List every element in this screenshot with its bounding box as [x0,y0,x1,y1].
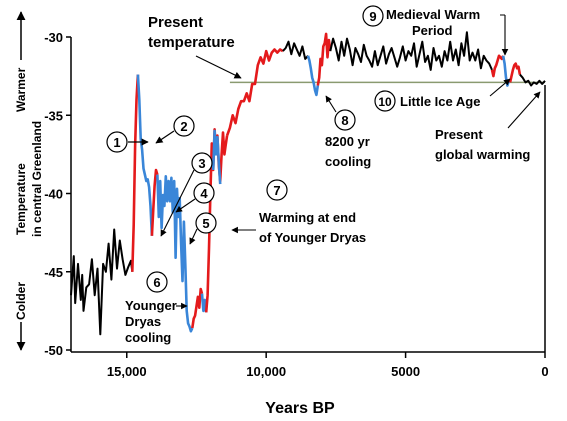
x-axis-label: Years BP [265,400,335,417]
annotation-10: 10 [374,90,396,112]
y-label-greenland: in central Greenland [30,121,44,237]
present-gw-label-1: Present [435,127,483,142]
series-cooling-segment [306,55,320,97]
svg-text:1: 1 [113,135,120,150]
series-cooling-segment [501,55,512,87]
series-warming-segment [490,54,505,78]
y-axis-ticks: -30 -35 -40 -45 -50 [44,30,71,358]
series-cooling-segment [211,129,222,185]
svg-text:2: 2 [180,119,187,134]
y-tick-label: -50 [44,343,63,358]
annotation-1: 1 [106,131,128,153]
svg-text:8: 8 [341,113,348,128]
svg-text:9: 9 [369,9,376,24]
x-tick-label: 15,000 [107,364,147,379]
annotation-7: 7 [266,179,288,201]
y-tick-label: -45 [44,265,63,280]
annotation-4: 4 [193,182,215,204]
series-warming-segment [131,74,140,272]
warming-end-label-1: Warming at end [259,210,356,225]
x-tick-label: 0 [541,364,548,379]
medieval-label-1: Medieval Warm [386,7,480,22]
series-cooling-segment [136,74,154,236]
younger-dryas-label-1: Younger [125,298,177,313]
warmer-label: Warmer [14,67,28,112]
svg-text:7: 7 [273,183,280,198]
cooling-8200-label-2: cooling [325,154,371,169]
series-warming-segment [316,32,332,86]
y-label-temperature: Temperature [14,163,28,235]
warming-end-label-2: of Younger Dryas [259,230,366,245]
series-warming-segment [191,287,204,329]
present-temperature-arrow-icon [195,55,242,79]
svg-text:4: 4 [200,186,208,201]
temperature-series [70,31,546,336]
annotation-2: 2 [173,115,195,137]
little-ice-age-arrow-icon [489,78,511,97]
present-temperature-label-2: temperature [148,34,235,51]
annotation-8: 8 [334,109,356,131]
svg-text:6: 6 [153,275,160,290]
x-tick-label: 5000 [391,364,420,379]
present-gw-arrow-icon [507,91,541,129]
annotation-3-arrow-icon [160,169,195,237]
series-neutral-segment [329,31,493,71]
annotation-4-arrow-icon [175,198,196,213]
present-gw-label-2: global warming [435,147,530,162]
annotation-6: 6 [146,271,168,293]
svg-text:3: 3 [198,156,205,171]
y-tick-label: -40 [44,187,63,202]
annotation-5-arrow-icon [189,228,198,245]
cooling-8200-label-1: 8200 yr [325,134,370,149]
series-neutral-segment [519,73,546,87]
annotation-9: 9 [362,5,384,27]
y-tick-label: -30 [44,30,63,45]
series-warming-segment [225,48,284,137]
series-neutral-segment [70,228,134,336]
younger-dryas-label-2: Dryas [125,314,161,329]
colder-label: Colder [14,282,28,320]
y-tick-label: -35 [44,108,63,123]
present-temperature-label-1: Present [148,14,203,31]
svg-text:5: 5 [202,216,209,231]
annotation-8-arrow-icon [325,95,337,113]
x-axis-ticks: 15,000 10,000 5000 0 [107,352,549,379]
x-tick-label: 10,000 [246,364,286,379]
series-warming-segment [150,168,159,236]
svg-text:10: 10 [378,95,392,109]
series-neutral-segment [282,40,309,60]
annotation-5: 5 [195,212,217,234]
annotation-2-arrow-icon [155,130,175,144]
little-ice-age-label: Little Ice Age [400,94,480,109]
annotation-3: 3 [191,152,213,174]
series-warming-segment [508,62,522,83]
medieval-label-2: Period [412,23,453,38]
younger-dryas-label-3: cooling [125,330,171,345]
